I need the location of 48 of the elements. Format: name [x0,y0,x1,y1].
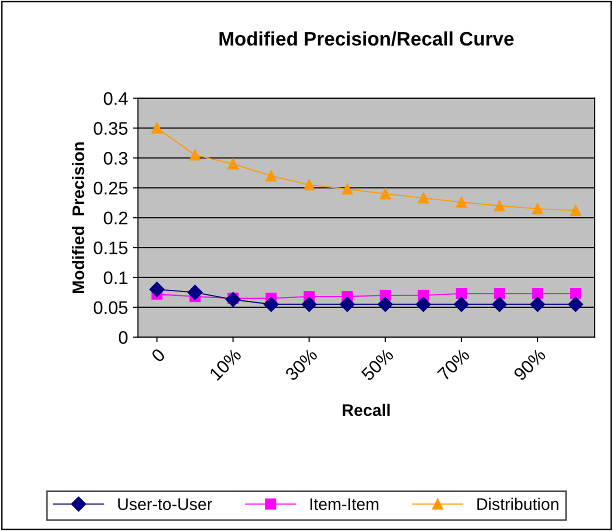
point [494,200,506,212]
point [380,188,391,200]
point [342,183,353,195]
y-tick-label: 0.35 [94,122,128,135]
point [149,282,165,297]
y-tick-label: 0.2 [104,212,128,224]
chart-title: Modified Precision/Recall Curve [220,31,514,46]
y-tick-label: 0 [118,331,128,344]
point [228,158,239,170]
point [264,296,279,312]
point [416,296,431,312]
point [454,296,469,312]
point [340,296,355,312]
point [570,204,582,216]
point [304,179,315,190]
point [456,288,467,300]
point [189,149,201,161]
point [302,296,317,312]
point [532,203,544,214]
point [226,292,241,308]
y-axis-title: Modified Precision [72,142,84,293]
point [532,288,544,300]
x-axis-title: Recall [342,404,390,416]
y-tick-label: 0.05 [94,301,128,314]
y-tick-label: 0.15 [94,242,128,254]
point [568,296,584,312]
point [530,296,546,312]
point [378,296,393,312]
point [418,192,429,204]
x-tick-label: 90% [512,348,546,382]
y-tick-label: 0.25 [94,182,128,195]
legend-label: Item-Item [310,498,378,510]
y-tick-label: 0.4 [104,92,128,105]
legend-label: Distribution [477,498,558,510]
point [492,296,508,312]
point [570,288,582,300]
y-tick-label: 0.1 [104,271,128,284]
point [187,284,203,300]
point [151,122,163,134]
x-tick-label: 0 [150,348,166,363]
x-tick-label: 70% [436,348,470,382]
point [494,288,506,300]
point [266,170,277,182]
legend-label: User-to-User [118,498,212,510]
x-tick-label: 50% [360,348,394,382]
y-tick-label: 0.3 [104,152,128,165]
point [456,196,467,208]
x-tick-label: 30% [284,348,318,382]
